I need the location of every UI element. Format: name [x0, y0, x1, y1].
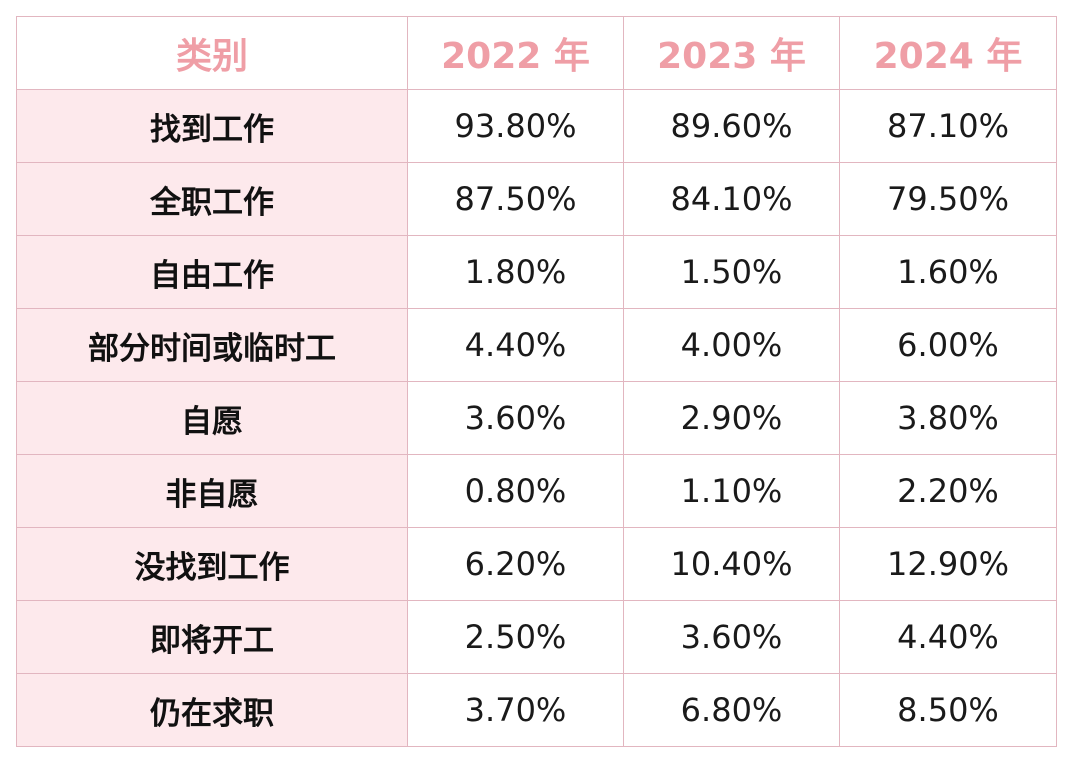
cell-value: 6.80% [623, 673, 840, 747]
cell-value: 3.70% [407, 673, 624, 747]
header-year-2022: 2022 年 [407, 16, 624, 90]
cell-value: 8.50% [839, 673, 1057, 747]
cell-value: 93.80% [407, 89, 624, 163]
table-row: 全职工作 87.50% 84.10% 79.50% [16, 162, 1057, 236]
table-row: 部分时间或临时工 4.40% 4.00% 6.00% [16, 308, 1057, 382]
cell-value: 1.10% [623, 454, 840, 528]
table-row: 即将开工 2.50% 3.60% 4.40% [16, 600, 1057, 674]
header-year-2024: 2024 年 [839, 16, 1057, 90]
cell-value: 1.80% [407, 235, 624, 309]
table-row: 自愿 3.60% 2.90% 3.80% [16, 381, 1057, 455]
row-category-label: 非自愿 [16, 454, 408, 528]
cell-value: 1.50% [623, 235, 840, 309]
cell-value: 89.60% [623, 89, 840, 163]
row-category-label: 即将开工 [16, 600, 408, 674]
cell-value: 6.00% [839, 308, 1057, 382]
cell-value: 84.10% [623, 162, 840, 236]
cell-value: 3.60% [407, 381, 624, 455]
row-category-label: 找到工作 [16, 89, 408, 163]
cell-value: 87.50% [407, 162, 624, 236]
row-category-label: 自由工作 [16, 235, 408, 309]
row-category-label: 部分时间或临时工 [16, 308, 408, 382]
cell-value: 4.00% [623, 308, 840, 382]
row-category-label: 没找到工作 [16, 527, 408, 601]
header-year-2023: 2023 年 [623, 16, 840, 90]
cell-value: 2.90% [623, 381, 840, 455]
cell-value: 10.40% [623, 527, 840, 601]
row-category-label: 自愿 [16, 381, 408, 455]
header-category: 类别 [16, 16, 408, 90]
cell-value: 4.40% [407, 308, 624, 382]
cell-value: 4.40% [839, 600, 1057, 674]
row-category-label: 全职工作 [16, 162, 408, 236]
table-row: 仍在求职 3.70% 6.80% 8.50% [16, 673, 1057, 747]
table-row: 找到工作 93.80% 89.60% 87.10% [16, 89, 1057, 163]
cell-value: 2.50% [407, 600, 624, 674]
cell-value: 79.50% [839, 162, 1057, 236]
cell-value: 3.60% [623, 600, 840, 674]
row-category-label: 仍在求职 [16, 673, 408, 747]
cell-value: 87.10% [839, 89, 1057, 163]
cell-value: 1.60% [839, 235, 1057, 309]
cell-value: 2.20% [839, 454, 1057, 528]
cell-value: 0.80% [407, 454, 624, 528]
header-row: 类别 2022 年 2023 年 2024 年 [16, 16, 1057, 90]
table-row: 没找到工作 6.20% 10.40% 12.90% [16, 527, 1057, 601]
table-row: 非自愿 0.80% 1.10% 2.20% [16, 454, 1057, 528]
cell-value: 6.20% [407, 527, 624, 601]
cell-value: 3.80% [839, 381, 1057, 455]
cell-value: 12.90% [839, 527, 1057, 601]
employment-table: 类别 2022 年 2023 年 2024 年 找到工作 93.80% 89.6… [16, 16, 1057, 747]
table-row: 自由工作 1.80% 1.50% 1.60% [16, 235, 1057, 309]
